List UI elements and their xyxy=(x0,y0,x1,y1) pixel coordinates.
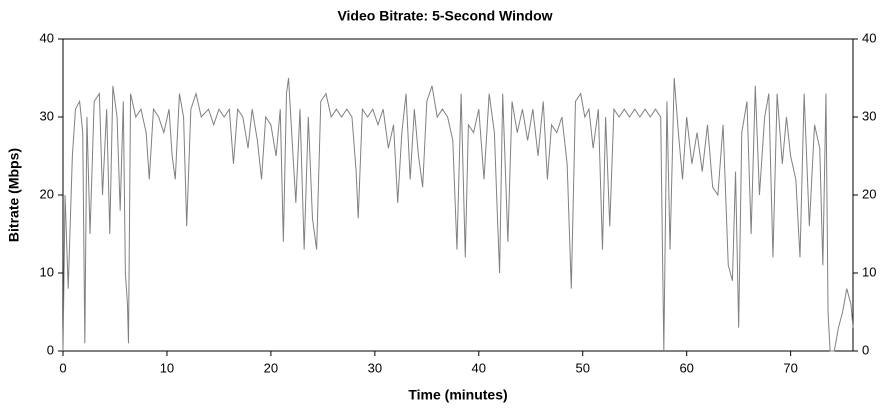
x-axis-label: Time (minutes) xyxy=(408,387,507,403)
y-axis-label: Bitrate (Mbps) xyxy=(6,148,22,242)
series-line xyxy=(62,77,854,352)
y-tick-label: 20 xyxy=(40,186,54,201)
y2-tick-label: 0 xyxy=(862,342,869,357)
x-tick-label: 30 xyxy=(368,360,382,375)
x-tick-label: 0 xyxy=(59,360,66,375)
y2-tick-label: 30 xyxy=(862,108,876,123)
y2-tick-label: 40 xyxy=(862,30,876,45)
y2-tick-label: 20 xyxy=(862,186,876,201)
x-tick-label: 10 xyxy=(160,360,174,375)
x-tick-label: 70 xyxy=(783,360,797,375)
y-tick-label: 40 xyxy=(40,30,54,45)
x-tick-label: 60 xyxy=(679,360,693,375)
y-tick-label: 30 xyxy=(40,108,54,123)
y-tick-label: 0 xyxy=(47,342,54,357)
chart-title: Video Bitrate: 5-Second Window xyxy=(337,8,552,24)
y-tick-label: 10 xyxy=(40,264,54,279)
x-tick-label: 20 xyxy=(264,360,278,375)
y2-tick-label: 10 xyxy=(862,264,876,279)
x-tick-label: 40 xyxy=(472,360,486,375)
x-tick-label: 50 xyxy=(576,360,590,375)
